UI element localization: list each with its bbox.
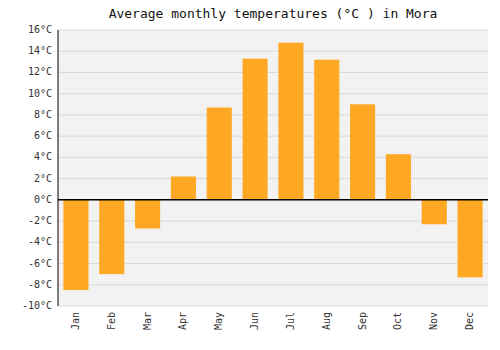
y-axis-line (58, 30, 59, 306)
grid-line (58, 93, 488, 94)
bar (386, 154, 411, 200)
bar (458, 200, 483, 277)
bar (278, 43, 303, 200)
y-tick-label: -6°C (28, 258, 52, 269)
grid-line (58, 51, 488, 52)
grid-line (58, 157, 488, 158)
y-tick-label: 12°C (28, 66, 52, 77)
bar (135, 200, 160, 229)
x-tick-label: Nov (428, 312, 439, 330)
bar (314, 60, 339, 200)
y-tick-label: -8°C (28, 279, 52, 290)
grid-line (58, 72, 488, 73)
x-tick-label: Oct (392, 312, 403, 330)
bars (63, 43, 482, 290)
x-tick-label: Aug (321, 312, 332, 330)
bar (171, 176, 196, 199)
chart: -10°C -8°C -6°C -4°C -2°C 0°C 2°C 4°C 6°C 8°C 10°C… (0, 0, 500, 350)
x-tick-label: Mar (142, 312, 153, 330)
grid-line (58, 284, 488, 285)
zero-line (58, 199, 488, 201)
grid-line (58, 30, 488, 31)
x-tick-label: Jan (70, 312, 81, 330)
y-axis: -10°C -8°C -6°C -4°C -2°C 0°C 2°C 4°C 6°C 8°C 10°C… (22, 24, 488, 311)
y-tick-label: 0°C (34, 194, 52, 205)
y-tick-label: -2°C (28, 215, 52, 226)
grid-line (58, 136, 488, 137)
x-tick-label: May (213, 312, 224, 330)
plot-background (58, 30, 488, 306)
y-tick-label: 14°C (28, 45, 52, 56)
grid-line (58, 199, 488, 200)
x-tick-label: Feb (106, 312, 117, 330)
y-tick-label: 6°C (34, 130, 52, 141)
grid-line (58, 114, 488, 115)
bar (422, 200, 447, 224)
title: Average monthly temperatures (°C ) in Mo… (109, 6, 438, 21)
bar (207, 107, 232, 199)
bar (243, 59, 268, 200)
y-tick-label: 4°C (34, 151, 52, 162)
y-tick-label: 2°C (34, 173, 52, 184)
y-tick-label: -10°C (22, 300, 52, 311)
x-tick-label: Apr (177, 312, 188, 330)
y-tick-label: 8°C (34, 109, 52, 120)
y-tick-label: 16°C (28, 24, 52, 35)
x-tick-label: Jul (285, 312, 296, 330)
x-tick-label: Sep (357, 312, 368, 330)
x-axis: Jan Feb Mar Apr May Jun Jul Aug Sep Oct Nov Dec (70, 312, 475, 330)
x-tick-label: Dec (464, 312, 475, 330)
y-tick-label: 10°C (28, 88, 52, 99)
x-tick-label: Jun (249, 312, 260, 330)
grid-line (58, 178, 488, 179)
bar (99, 200, 124, 274)
grid-line (58, 306, 488, 307)
bar (350, 104, 375, 200)
y-tick-label: -4°C (28, 236, 52, 247)
bar (63, 200, 88, 290)
